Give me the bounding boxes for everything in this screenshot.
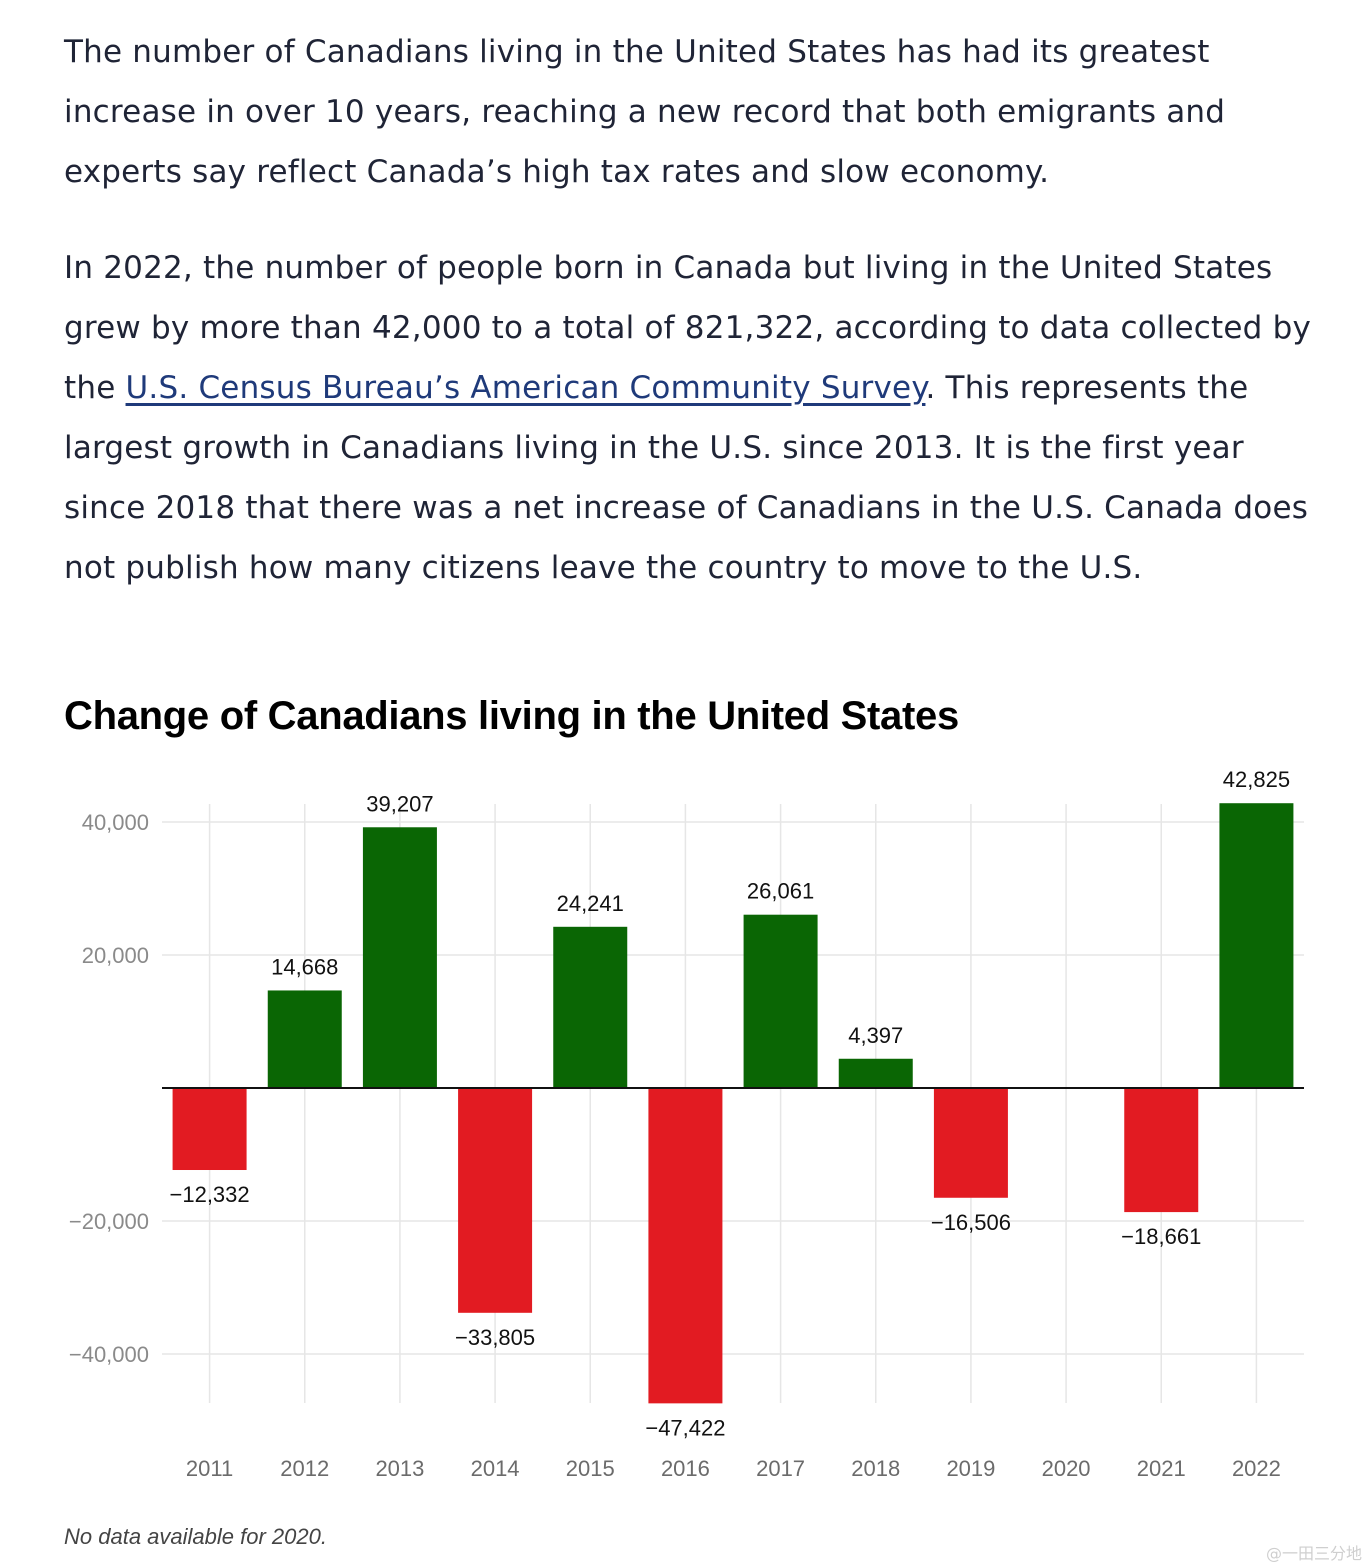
y-tick-label: −20,000 <box>69 1209 149 1234</box>
x-tick-label-2016: 2016 <box>661 1456 710 1481</box>
data-label-2011: −12,332 <box>170 1182 250 1207</box>
x-tick-label-2022: 2022 <box>1232 1456 1281 1481</box>
x-tick-label-2015: 2015 <box>566 1456 615 1481</box>
paragraph-census: In 2022, the number of people born in Ca… <box>64 238 1314 598</box>
x-tick-label-2021: 2021 <box>1137 1456 1186 1481</box>
data-label-2022: 42,825 <box>1223 767 1290 792</box>
paragraph-census-text-start: In 2022, the number of people born in Ca… <box>64 250 1311 406</box>
paragraph-intro: The number of Canadians living in the Un… <box>64 34 1226 190</box>
data-label-2014: −33,805 <box>455 1325 535 1350</box>
bar-2016 <box>648 1088 723 1404</box>
x-tick-label-2014: 2014 <box>471 1456 520 1481</box>
y-tick-label: 20,000 <box>82 943 149 968</box>
bar-2018 <box>838 1058 913 1088</box>
article-body: The number of Canadians living in the Un… <box>64 22 1314 634</box>
bar-2013 <box>362 827 437 1088</box>
bar-2014 <box>458 1088 533 1313</box>
y-tick-label: −40,000 <box>69 1342 149 1367</box>
bar-chart: 40,000 20,000 −20,000 −40,000 −12,332 2011 14,… <box>69 767 1304 1481</box>
x-tick-label-2011: 2011 <box>186 1456 233 1481</box>
data-label-2018: 4,397 <box>848 1023 903 1048</box>
x-tick-label-2019: 2019 <box>946 1456 995 1481</box>
data-label-2019: −16,506 <box>931 1210 1011 1235</box>
x-tick-label-2013: 2013 <box>375 1456 424 1481</box>
bar-2019 <box>933 1088 1008 1198</box>
watermark: @一田三分地 <box>1265 1544 1362 1563</box>
bar-2021 <box>1124 1088 1199 1213</box>
data-label-2021: −18,661 <box>1121 1224 1201 1249</box>
data-label-2015: 24,241 <box>557 891 624 916</box>
y-tick-label: 40,000 <box>82 810 149 835</box>
data-label-2012: 14,668 <box>271 954 338 979</box>
x-tick-label-2017: 2017 <box>756 1456 805 1481</box>
bar-2015 <box>553 926 628 1088</box>
data-label-2017: 26,061 <box>747 879 814 904</box>
x-tick-label-2018: 2018 <box>851 1456 900 1481</box>
paragraph-census-text-end: . This represents the largest growth in … <box>64 370 1309 586</box>
x-tick-label-2012: 2012 <box>280 1456 329 1481</box>
data-label-2016: −47,422 <box>645 1415 725 1440</box>
chart-title: Change of Canadians living in the United… <box>64 694 959 738</box>
bar-2017 <box>743 914 818 1088</box>
data-label-2013: 39,207 <box>366 791 433 816</box>
bar-2011 <box>172 1088 247 1171</box>
x-tick-label-2020: 2020 <box>1042 1456 1091 1481</box>
census-survey-link[interactable]: U.S. Census Bureau’s American Community … <box>125 370 926 406</box>
chart-footnote: No data available for 2020. <box>64 1524 327 1549</box>
bar-2022 <box>1219 803 1294 1088</box>
bar-2012 <box>267 990 342 1088</box>
